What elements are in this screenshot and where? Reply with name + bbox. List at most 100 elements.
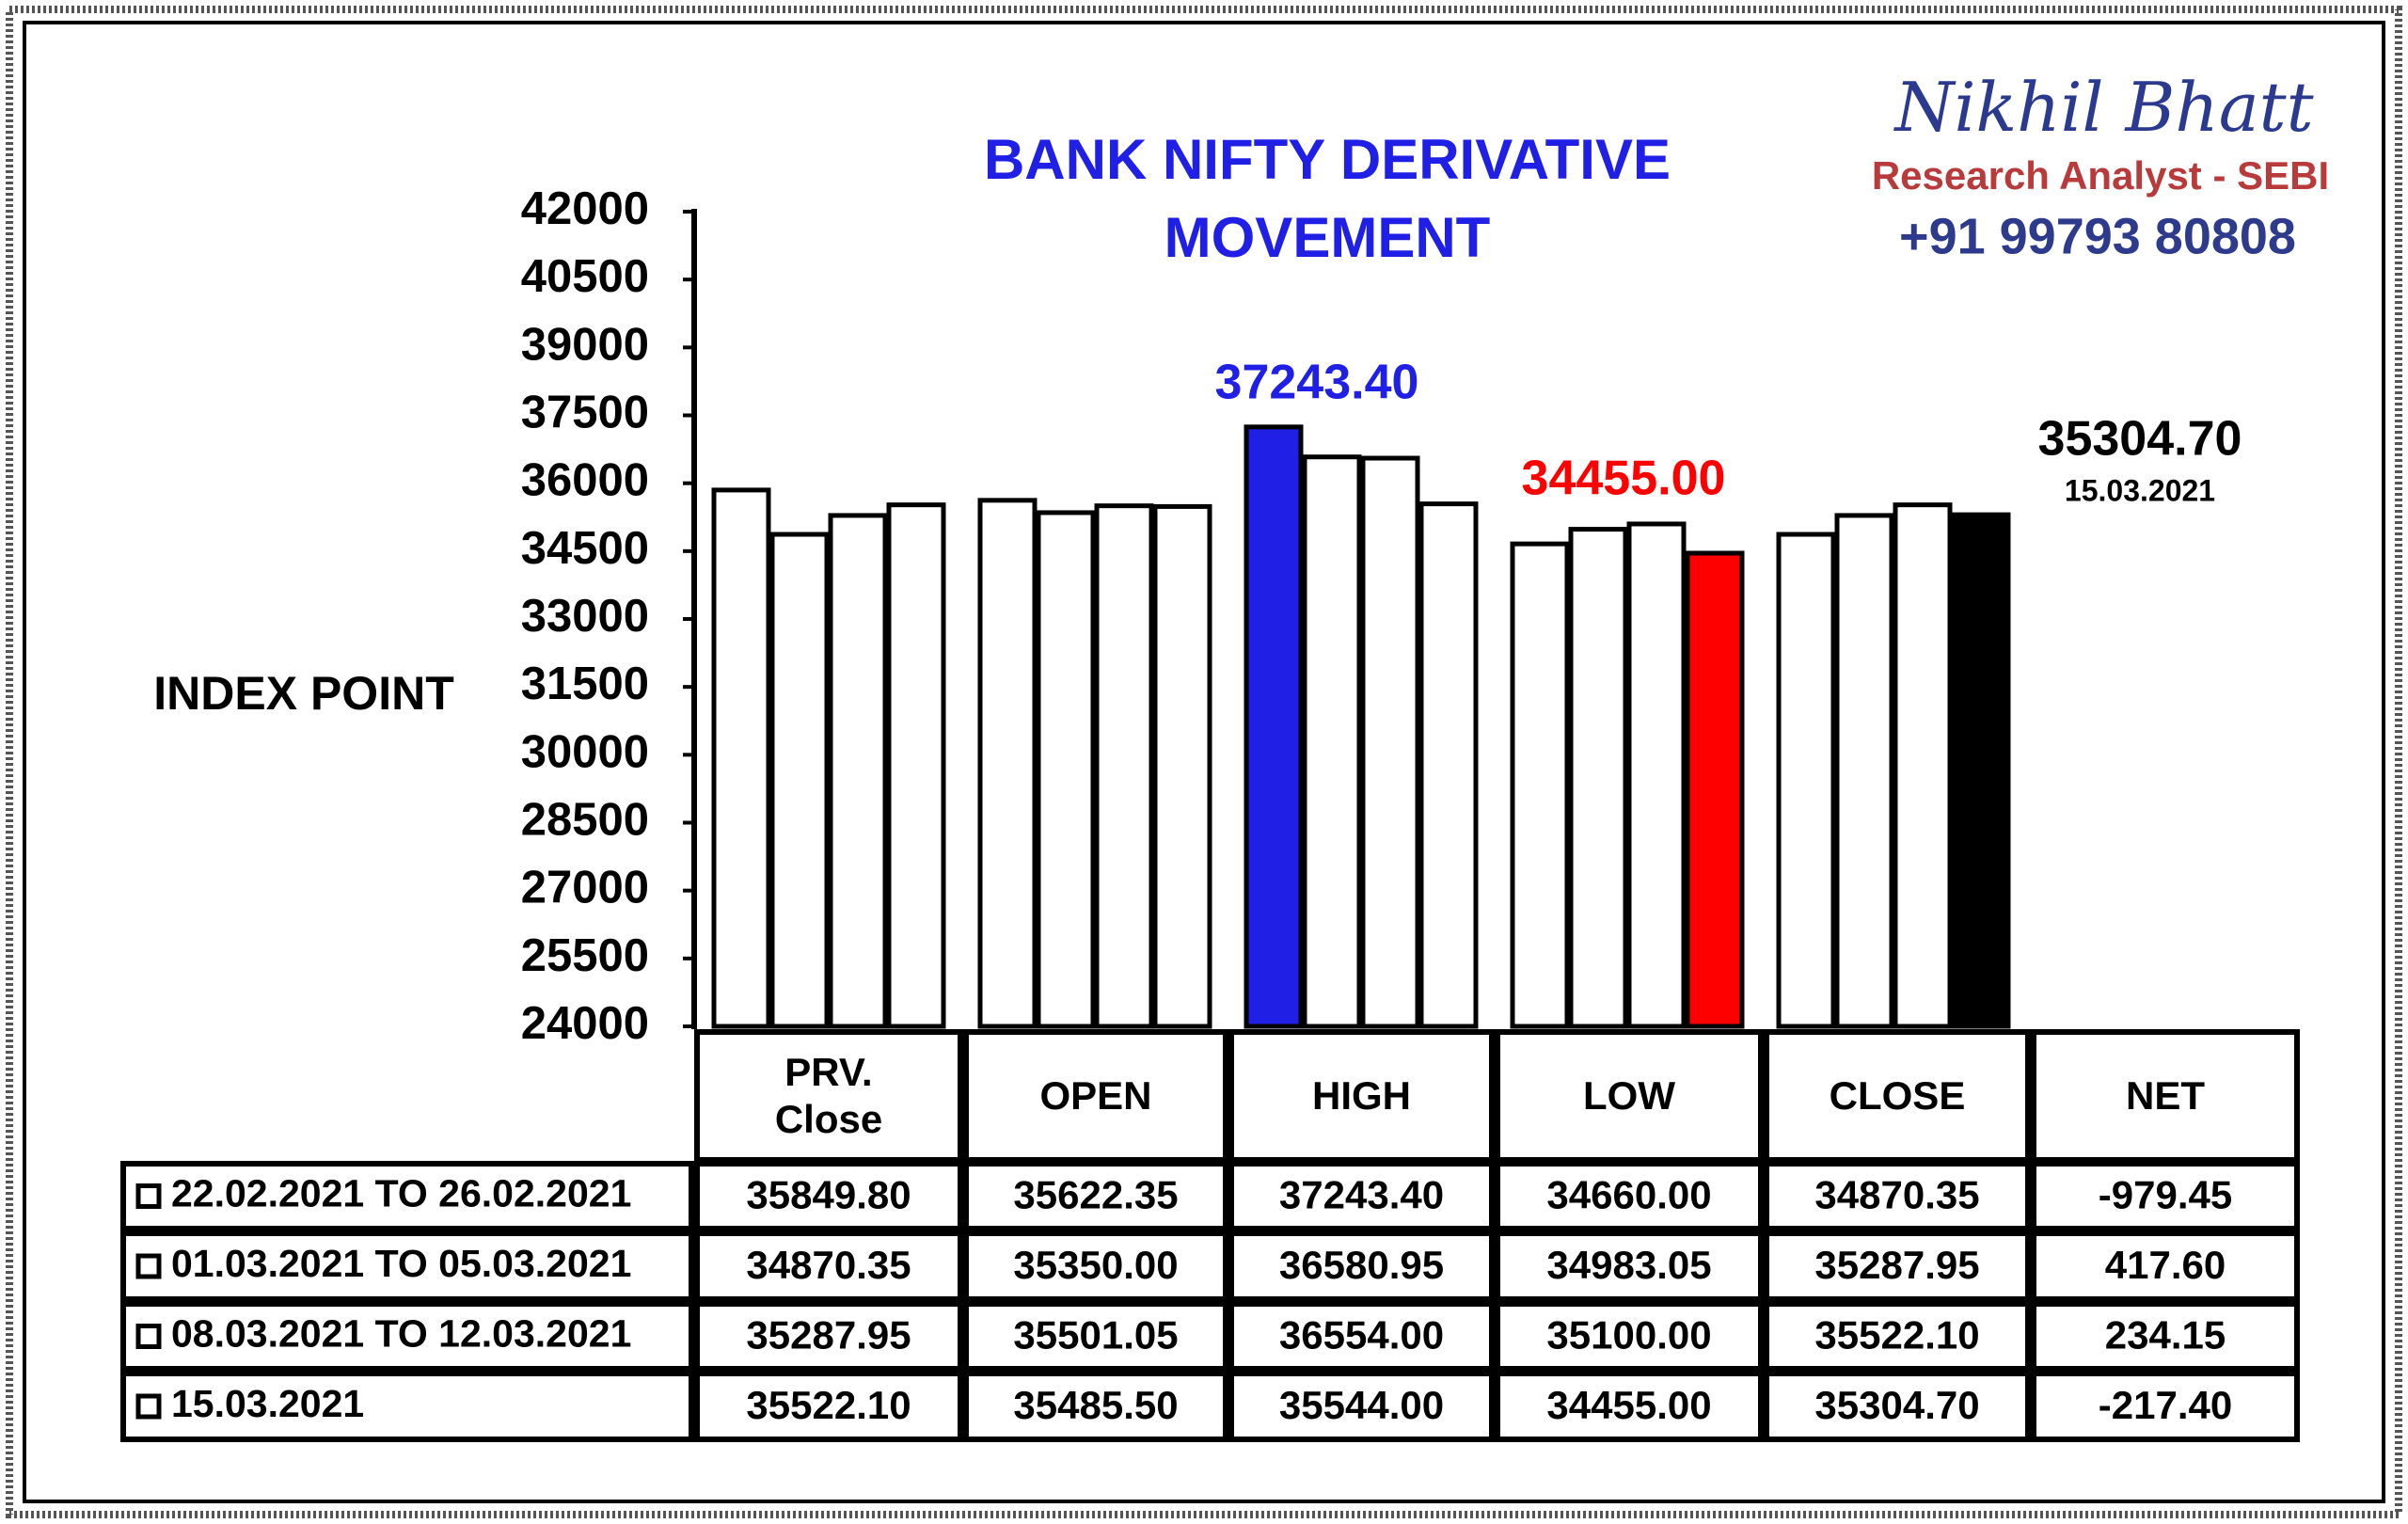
y-tick-label: 27000 xyxy=(521,863,649,913)
bar xyxy=(1244,424,1304,1029)
table-cell xyxy=(963,1029,1228,1163)
bar xyxy=(1036,510,1096,1029)
bar xyxy=(1893,502,1953,1029)
y-tick-label: 40500 xyxy=(521,251,649,302)
legend-icon xyxy=(135,1393,162,1420)
column-header: CLOSE xyxy=(1829,1073,1966,1118)
bar xyxy=(769,532,830,1029)
table-value: 35287.95 xyxy=(746,1313,911,1357)
table-cell xyxy=(120,1161,694,1231)
table-cell xyxy=(1495,1371,1764,1442)
table-value: 35100.00 xyxy=(1546,1313,1711,1357)
table-cell xyxy=(694,1029,963,1163)
brand-name: Nikhil Bhatt xyxy=(1893,68,2314,147)
table-value: 36580.95 xyxy=(1279,1243,1444,1287)
table-cell xyxy=(1495,1301,1764,1372)
table-cell xyxy=(694,1371,963,1442)
row-label: 15.03.2021 xyxy=(171,1382,364,1425)
table-cell xyxy=(1764,1301,2031,1372)
y-tick-label: 30000 xyxy=(521,726,649,777)
column-header: PRV. Close xyxy=(774,1050,883,1141)
table-value: 37243.40 xyxy=(1279,1173,1444,1217)
y-tick-label: 28500 xyxy=(521,794,649,845)
row-label: 22.02.2021 TO 26.02.2021 xyxy=(171,1171,631,1214)
table-value: 34870.35 xyxy=(1814,1173,1979,1217)
column-header: HIGH xyxy=(1312,1073,1411,1118)
table-cell xyxy=(694,1230,963,1302)
net-value: 417.60 xyxy=(2105,1243,2226,1287)
inner-frame xyxy=(23,21,2385,1503)
table-value: 35287.95 xyxy=(1814,1243,1979,1287)
table-value: 35522.10 xyxy=(1814,1313,1979,1357)
bar xyxy=(1152,503,1212,1029)
annotation: 37243.40 xyxy=(1215,356,1419,410)
bar xyxy=(1418,501,1479,1029)
table-value: 35501.05 xyxy=(1013,1313,1178,1357)
annotation: 34455.00 xyxy=(1522,452,1726,506)
bar xyxy=(1094,503,1154,1029)
y-tick-label: 37500 xyxy=(521,387,649,437)
y-tick-label: 25500 xyxy=(521,930,649,981)
table-cell xyxy=(1495,1230,1764,1302)
table-cell xyxy=(2031,1371,2300,1442)
bar xyxy=(1626,521,1687,1029)
y-tick-label: 33000 xyxy=(521,591,649,642)
table-cell xyxy=(1764,1371,2031,1442)
table-cell xyxy=(120,1230,694,1302)
bar xyxy=(1302,454,1362,1029)
table-cell xyxy=(120,1301,694,1372)
table-value: 34660.00 xyxy=(1546,1173,1711,1217)
bar xyxy=(828,513,888,1029)
table-value: 35350.00 xyxy=(1013,1243,1178,1287)
brand-role: Research Analyst - SEBI xyxy=(1872,153,2329,198)
table-cell xyxy=(1228,1371,1495,1442)
legend-icon xyxy=(135,1183,162,1209)
table-value: 34870.35 xyxy=(746,1243,911,1287)
table-value: 35849.80 xyxy=(746,1173,911,1217)
column-header: OPEN xyxy=(1039,1073,1152,1118)
bar xyxy=(977,498,1038,1029)
table-value: 35544.00 xyxy=(1279,1383,1444,1427)
table-cell xyxy=(963,1230,1228,1302)
net-value: -979.45 xyxy=(2099,1173,2232,1217)
net-value: 234.15 xyxy=(2105,1313,2226,1357)
table-cell xyxy=(2031,1161,2300,1231)
table-value: 35522.10 xyxy=(746,1383,911,1427)
bar xyxy=(1776,532,1836,1029)
table-value: 34455.00 xyxy=(1546,1383,1711,1427)
table-cell xyxy=(1495,1029,1764,1163)
table-cell xyxy=(2031,1029,2300,1163)
bar xyxy=(886,502,946,1029)
table-cell xyxy=(1228,1301,1495,1372)
y-tick-label: 24000 xyxy=(521,998,649,1049)
y-axis-label: INDEX POINT xyxy=(153,667,453,720)
bar xyxy=(1360,455,1420,1029)
table-cell xyxy=(963,1161,1228,1231)
bar xyxy=(1510,541,1570,1029)
annotation: 35304.70 xyxy=(2038,412,2242,467)
table-value: 36554.00 xyxy=(1279,1313,1444,1357)
table-cell xyxy=(1764,1230,2031,1302)
table-value: 35304.70 xyxy=(1814,1383,1979,1427)
table-value: 35622.35 xyxy=(1013,1173,1178,1217)
bar xyxy=(1685,550,1745,1029)
row-label: 08.03.2021 TO 12.03.2021 xyxy=(171,1311,631,1355)
y-tick-label: 34500 xyxy=(521,523,649,574)
column-header: LOW xyxy=(1583,1073,1675,1118)
table-cell xyxy=(2031,1301,2300,1372)
bar xyxy=(711,487,771,1029)
annotation-date: 15.03.2021 xyxy=(2065,473,2215,507)
table-value: 35485.50 xyxy=(1013,1383,1178,1427)
bar xyxy=(1951,512,2011,1029)
y-tick-label: 39000 xyxy=(521,319,649,370)
y-tick-label: 42000 xyxy=(521,183,649,234)
brand-phone: +91 99793 80808 xyxy=(1899,208,2296,264)
bar xyxy=(1568,527,1628,1029)
table-cell xyxy=(694,1161,963,1231)
table-cell xyxy=(1228,1029,1495,1163)
table-cell xyxy=(963,1371,1228,1442)
table-cell xyxy=(1764,1161,2031,1231)
legend-icon xyxy=(135,1253,162,1279)
